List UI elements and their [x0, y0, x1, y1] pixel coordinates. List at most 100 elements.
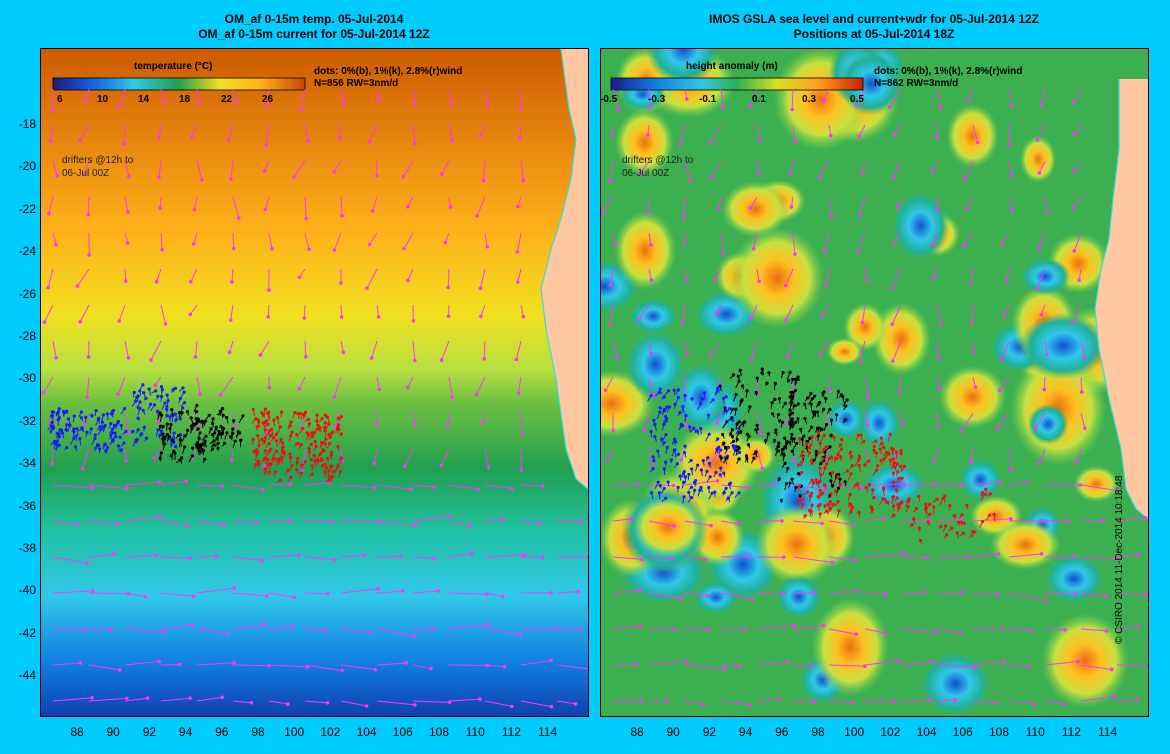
current-arrow: [971, 304, 974, 323]
current-arrow: [710, 160, 722, 178]
current-arrow: [1008, 664, 1030, 668]
drifter-dot: [735, 437, 739, 442]
drifter-dot: [780, 447, 785, 452]
current-arrow-head: [817, 175, 822, 179]
current-arrow-head: [323, 629, 328, 633]
drifter-dot: [207, 413, 211, 417]
drifter-dot: [98, 425, 102, 429]
current-arrow: [304, 700, 328, 704]
drifter-dot: [872, 444, 876, 448]
current-arrow: [340, 588, 379, 594]
drifter-dot: [678, 410, 682, 415]
drifter-dot: [893, 461, 897, 465]
drifter-dot: [875, 468, 879, 472]
current-arrow-head: [475, 214, 479, 218]
current-arrow: [304, 592, 328, 595]
current-arrow-head: [1077, 278, 1081, 282]
current-arrow-head: [340, 668, 344, 673]
current-arrow: [720, 555, 749, 558]
drifter-dot: [171, 439, 175, 443]
current-arrow: [407, 196, 414, 208]
current-arrow-head: [157, 659, 162, 664]
drifter-dot: [824, 445, 828, 449]
current-arrow-head: [1002, 314, 1007, 318]
current-arrow: [82, 448, 90, 469]
right-title-line2: Positions at 05-Jul-2014 18Z: [793, 27, 955, 41]
current-arrow: [1078, 268, 1082, 281]
drifter-dot: [874, 451, 879, 455]
current-arrow: [648, 232, 652, 246]
drifter-dot: [690, 495, 694, 500]
drifter-dot: [810, 425, 814, 429]
current-arrow: [1116, 699, 1138, 702]
current-arrow-head: [522, 553, 526, 557]
right-drifter-dots: [647, 367, 996, 544]
current-arrow-head: [198, 392, 203, 397]
drifter-dot: [717, 445, 721, 449]
current-arrow: [220, 376, 234, 396]
drifter-dot: [254, 463, 258, 467]
drifter-dot: [181, 386, 185, 390]
right-title: IMOS GSLA sea level and current+wdr for …: [600, 12, 1148, 42]
drifter-dot: [891, 480, 896, 485]
current-arrow-head: [222, 522, 226, 527]
current-arrow: [792, 625, 824, 630]
left-title-line2: OM_af 0-15m current for 05-Jul-2014 12Z: [198, 27, 430, 41]
drifter-dot: [822, 447, 826, 452]
drifter-dot: [254, 448, 259, 452]
current-arrow-head: [158, 515, 162, 519]
current-arrow-head: [934, 630, 938, 635]
current-arrow-head: [1045, 352, 1050, 357]
current-arrow-head: [882, 516, 886, 521]
current-arrow: [228, 124, 234, 140]
current-arrow-head: [785, 355, 790, 359]
current-arrow-head: [938, 105, 943, 110]
drifter-dot: [299, 463, 304, 467]
current-arrow-head: [367, 242, 372, 247]
drifter-dot: [274, 432, 279, 436]
current-arrow-head: [851, 700, 855, 705]
drifter-dot: [664, 496, 668, 500]
current-arrow-head: [682, 215, 686, 219]
right-drifters-line1: drifters @12h to: [622, 155, 694, 166]
current-arrow-head: [369, 356, 374, 360]
current-arrow: [376, 520, 416, 526]
drifter-dot: [665, 445, 669, 449]
current-arrow: [785, 304, 794, 321]
drifter-dot: [183, 401, 187, 405]
drifter-dot: [263, 436, 267, 440]
drifter-dot: [988, 513, 992, 517]
left-map[interactable]: [40, 48, 589, 717]
current-arrow-head: [411, 634, 416, 638]
current-arrow-head: [939, 322, 943, 327]
current-arrow-head: [233, 424, 238, 429]
drifter-dot: [800, 460, 804, 464]
drifter-dot: [809, 402, 813, 406]
current-arrow: [1080, 592, 1106, 597]
current-arrow-head: [400, 589, 405, 593]
current-arrow: [1039, 448, 1046, 464]
drifter-dot: [198, 443, 203, 447]
current-arrow: [124, 554, 157, 558]
drifter-dot: [718, 384, 722, 388]
current-arrow-head: [158, 206, 163, 210]
right-map[interactable]: [600, 48, 1149, 717]
current-arrow-head: [333, 424, 338, 428]
current-arrow-head: [162, 99, 167, 104]
drifter-dot: [325, 415, 330, 419]
current-arrow: [232, 592, 267, 597]
current-arrow: [264, 196, 270, 210]
drifter-dot: [754, 391, 758, 395]
current-arrow: [936, 664, 976, 668]
current-arrow-head: [86, 355, 91, 359]
drifter-dot: [961, 531, 965, 535]
current-arrow-head: [1037, 461, 1042, 466]
drifter-dot: [138, 400, 142, 404]
drifter-dot: [158, 424, 163, 428]
drifter-dot: [767, 371, 771, 375]
drifter-dot: [737, 491, 741, 495]
current-arrow: [268, 626, 293, 630]
current-arrow: [1080, 664, 1112, 670]
drifter-dot: [849, 503, 853, 507]
current-arrow: [86, 376, 90, 398]
